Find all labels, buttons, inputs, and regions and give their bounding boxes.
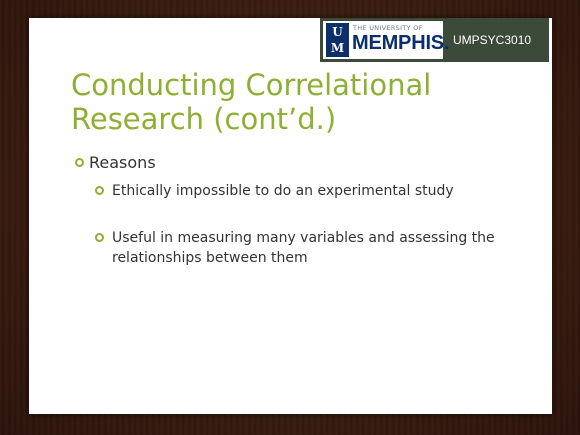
slide: U M THE UNIVERSITY OF MEMPHIS. UMPSYC301…	[29, 18, 552, 414]
sub-bullet-measuring: Useful in measuring many variables and a…	[95, 228, 495, 268]
slide-title: Conducting Correlational Research (cont’…	[71, 68, 432, 136]
bullet-ring-icon	[95, 186, 104, 195]
header-logo-bar: U M THE UNIVERSITY OF MEMPHIS. UMPSYC301…	[320, 18, 549, 62]
sub-bullet-text: Ethically impossible to do an experiment…	[112, 183, 454, 199]
sub-bullet-text: Useful in measuring many variables and a…	[112, 230, 495, 266]
university-logo: U M THE UNIVERSITY OF MEMPHIS.	[323, 21, 449, 59]
bullet-ring-icon	[75, 158, 84, 167]
um-monogram: U M	[326, 23, 349, 57]
course-code: UMPSYC3010	[453, 33, 532, 47]
memphis-wordmark: MEMPHIS.	[352, 32, 450, 54]
university-of-label: THE UNIVERSITY OF	[353, 24, 423, 32]
bullet-ring-icon	[95, 233, 104, 242]
bullet-text: Reasons	[89, 153, 156, 172]
sub-bullet-ethics: Ethically impossible to do an experiment…	[95, 181, 495, 201]
bullet-reasons: Reasons	[75, 153, 156, 172]
